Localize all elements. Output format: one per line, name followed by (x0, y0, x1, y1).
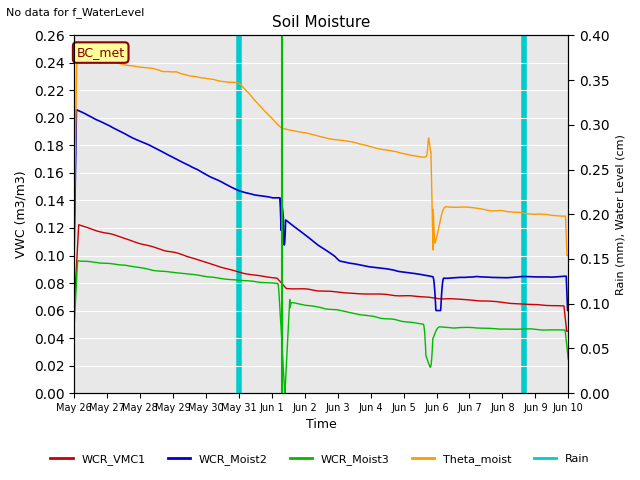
X-axis label: Time: Time (306, 419, 337, 432)
Y-axis label: Rain (mm), Water Level (cm): Rain (mm), Water Level (cm) (615, 134, 625, 295)
Y-axis label: VWC (m3/m3): VWC (m3/m3) (15, 170, 28, 258)
Text: BC_met: BC_met (77, 46, 125, 59)
Legend: WCR_VMC1, WCR_Moist2, WCR_Moist3, Theta_moist, Rain: WCR_VMC1, WCR_Moist2, WCR_Moist3, Theta_… (46, 450, 594, 469)
Text: No data for f_WaterLevel: No data for f_WaterLevel (6, 7, 145, 18)
Title: Soil Moisture: Soil Moisture (272, 15, 371, 30)
